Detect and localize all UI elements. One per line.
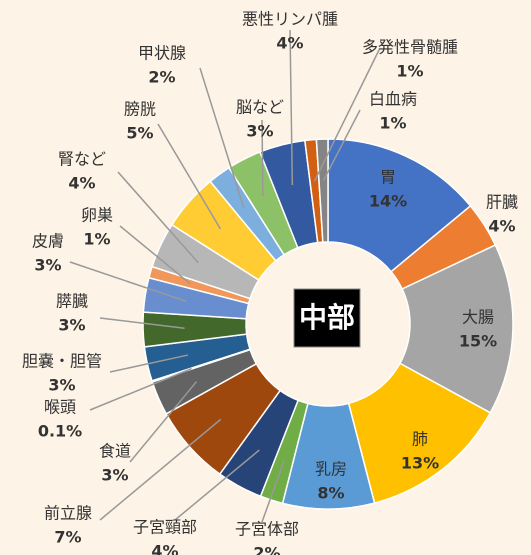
- leader-line: [117, 171, 199, 264]
- value-label: 13%: [401, 454, 439, 473]
- segment: [327, 138, 472, 273]
- value-label: 15%: [459, 332, 497, 351]
- labels: 胃 14% 肝臓 4% 大腸 15% 肺 13% 乳房 8% 子宮体部 2% 子宮頸部 4% 前立腺 7% 食道…: [22, 10, 518, 555]
- leader-line: [322, 109, 361, 181]
- leader-line: [129, 381, 198, 463]
- value-label: 7%: [54, 528, 81, 547]
- category-label: 脳など: [236, 98, 284, 117]
- leader-line: [119, 225, 191, 285]
- segment: [398, 244, 514, 414]
- value-label: 0.1%: [38, 422, 82, 441]
- leader-line: [69, 261, 187, 303]
- category-label: 白血病: [369, 90, 417, 109]
- value-label: 14%: [369, 192, 407, 211]
- leader-line: [109, 354, 189, 373]
- category-label: 食道: [99, 442, 131, 461]
- value-label: 3%: [101, 466, 128, 485]
- leader-line: [313, 47, 381, 182]
- category-label: 喉頭: [44, 398, 76, 417]
- value-label: 4%: [488, 217, 515, 236]
- center-label: 中部: [299, 301, 355, 334]
- segment: [347, 362, 492, 504]
- center-box: [293, 288, 361, 348]
- value-label: 1%: [83, 230, 110, 249]
- category-label: 肺: [412, 430, 428, 449]
- leader-lines: [69, 29, 381, 523]
- category-label: 乳房: [315, 460, 347, 479]
- value-label: 3%: [58, 316, 85, 335]
- leader-line: [261, 460, 285, 523]
- leader-line: [157, 123, 222, 230]
- leader-line: [199, 67, 245, 209]
- value-label: 5%: [126, 124, 153, 143]
- leader-line: [289, 29, 294, 186]
- category-label: 皮膚: [32, 232, 64, 251]
- leader-line: [99, 317, 185, 330]
- category-label: 腎など: [58, 150, 106, 169]
- segment: [315, 138, 329, 243]
- category-label: 多発性骨髄腫: [362, 38, 458, 57]
- category-label: 大腸: [462, 308, 494, 327]
- donut: [142, 138, 514, 510]
- category-label: 子宮体部: [235, 520, 299, 539]
- leader-line: [99, 418, 222, 521]
- value-label: 4%: [151, 542, 178, 555]
- value-label: 8%: [317, 484, 344, 503]
- category-label: 子宮頸部: [133, 518, 197, 537]
- category-label: 悪性リンパ腫: [242, 10, 338, 29]
- value-label: 1%: [379, 114, 406, 133]
- value-label: 2%: [253, 544, 280, 555]
- value-label: 3%: [34, 256, 61, 275]
- value-label: 2%: [148, 68, 175, 87]
- category-label: 肝臓: [486, 193, 518, 212]
- leader-line: [89, 367, 192, 411]
- leader-line: [261, 119, 264, 197]
- category-label: 膀胱: [124, 100, 156, 119]
- value-label: 4%: [276, 34, 303, 53]
- value-label: 4%: [68, 174, 95, 193]
- category-label: 卵巣: [81, 206, 113, 225]
- category-label: 甲状腺: [138, 44, 186, 63]
- category-label: 胆嚢・胆管: [22, 352, 102, 371]
- category-label: 膵臓: [56, 292, 88, 311]
- value-label: 3%: [246, 122, 273, 141]
- category-label: 胃: [380, 168, 396, 187]
- category-label: 前立腺: [44, 504, 92, 523]
- value-label: 3%: [48, 376, 75, 395]
- value-label: 1%: [396, 62, 423, 81]
- leader-line: [174, 449, 260, 521]
